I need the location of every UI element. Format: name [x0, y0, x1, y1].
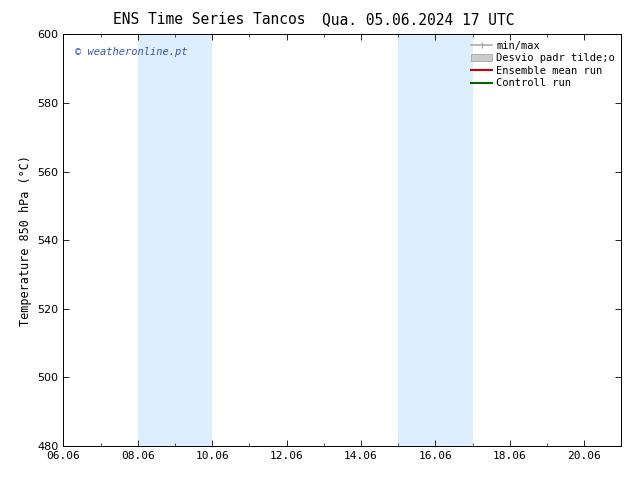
- Bar: [398, 34, 472, 446]
- Text: © weatheronline.pt: © weatheronline.pt: [75, 47, 187, 57]
- Legend: min/max, Desvio padr tilde;o, Ensemble mean run, Controll run: min/max, Desvio padr tilde;o, Ensemble m…: [470, 40, 616, 89]
- Y-axis label: Temperature 850 hPa (°C): Temperature 850 hPa (°C): [19, 155, 32, 325]
- Text: Qua. 05.06.2024 17 UTC: Qua. 05.06.2024 17 UTC: [322, 12, 515, 27]
- Bar: [138, 34, 212, 446]
- Text: ENS Time Series Tancos: ENS Time Series Tancos: [113, 12, 306, 27]
